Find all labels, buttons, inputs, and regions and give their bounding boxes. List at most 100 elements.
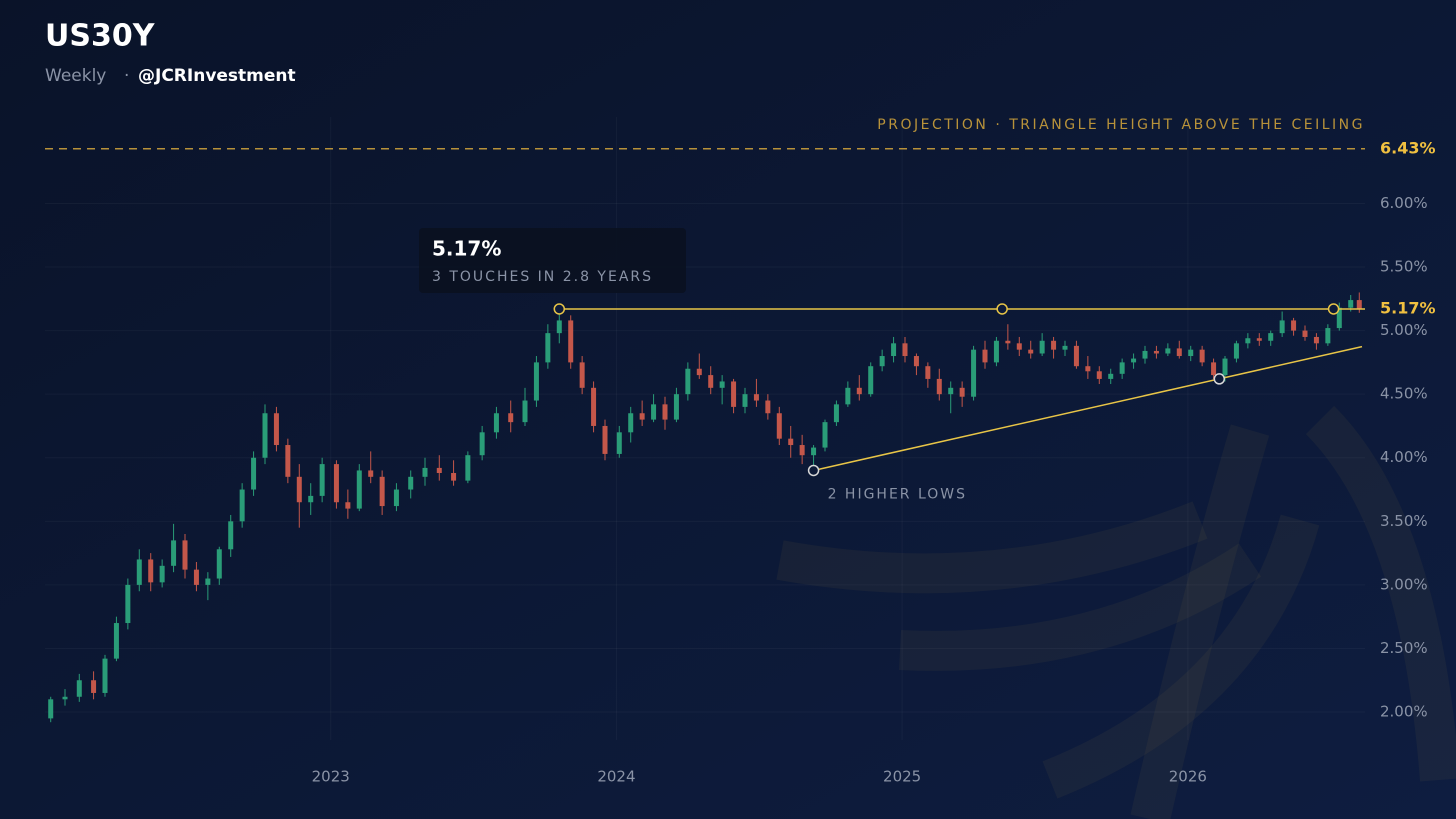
candle-body <box>833 404 839 423</box>
candle-body <box>193 569 199 585</box>
candle-body <box>522 400 528 423</box>
candle-body <box>731 381 737 407</box>
plot <box>48 292 1362 723</box>
candle-body <box>971 349 977 397</box>
candle-body <box>436 467 442 473</box>
candle-body <box>102 658 108 693</box>
candle-body <box>308 495 314 503</box>
candle-body <box>993 340 999 363</box>
candle-body <box>91 680 97 693</box>
projection-text: PROJECTION · TRIANGLE HEIGHT ABOVE THE C… <box>877 117 1365 133</box>
candle-body <box>48 699 54 719</box>
candle-body <box>948 387 954 395</box>
candle-body <box>1176 348 1182 357</box>
candle-body <box>76 680 82 697</box>
candle-body <box>1279 320 1285 334</box>
y-tick-label: 5.00% <box>1380 321 1428 339</box>
candle-body <box>1005 340 1011 344</box>
candle-body <box>479 432 485 456</box>
candle-body <box>1325 328 1331 344</box>
candle-body <box>171 540 177 566</box>
candle-body <box>345 502 351 509</box>
candle-body <box>856 387 862 395</box>
candle-body <box>1211 362 1217 376</box>
ceiling-value-label: 5.17% <box>1380 298 1436 317</box>
candle-body <box>356 470 362 509</box>
grid <box>45 117 1365 740</box>
candle-body <box>1268 333 1274 341</box>
candle-body <box>602 425 608 454</box>
author: @JCRInvestment <box>138 66 296 86</box>
candle-body <box>379 476 385 507</box>
candle-body <box>113 623 119 659</box>
candle-body <box>822 422 828 448</box>
candle-body <box>591 387 597 426</box>
candle-body <box>936 378 942 395</box>
candle-body <box>1096 371 1102 379</box>
candle-body <box>685 368 691 395</box>
candle-body <box>262 413 268 458</box>
candle-body <box>1131 358 1137 363</box>
y-tick-label: 4.50% <box>1380 385 1428 403</box>
candle-body <box>1073 345 1079 367</box>
candle-body <box>845 387 851 405</box>
y-tick-label: 3.50% <box>1380 512 1428 530</box>
candle-body <box>776 413 782 439</box>
ceiling-touch <box>553 303 566 315</box>
candle-body <box>651 404 657 420</box>
candle-body <box>719 381 725 388</box>
candle-body <box>408 476 414 490</box>
candle-body <box>925 366 931 379</box>
candle-body <box>913 356 919 367</box>
candle-body <box>1039 340 1045 354</box>
candle-body <box>1051 340 1057 350</box>
candle-body <box>182 540 188 570</box>
candle-body <box>451 473 457 481</box>
candle-body <box>1348 300 1354 308</box>
candle-body <box>239 489 245 522</box>
y-tick-label: 6.00% <box>1380 194 1428 212</box>
ceiling-touch <box>996 303 1008 315</box>
x-tick-label: 2024 <box>597 768 635 786</box>
candle-body <box>708 375 714 388</box>
candle-body <box>62 696 68 700</box>
candle-body <box>1016 343 1022 350</box>
candle-body <box>422 467 428 477</box>
y-tick-label: 5.50% <box>1380 258 1428 276</box>
candle-body <box>579 362 585 388</box>
x-tick-label: 2023 <box>312 768 350 786</box>
tooltip-value: 5.17% <box>432 237 501 261</box>
candle-body <box>753 394 759 401</box>
candle-body <box>879 356 885 367</box>
candle-body <box>799 445 805 456</box>
candle-body <box>673 394 679 420</box>
y-tick-label: 3.00% <box>1380 575 1428 593</box>
candle-body <box>662 404 668 420</box>
y-tick-label: 2.50% <box>1380 639 1428 657</box>
candle-body <box>1356 300 1362 309</box>
candle-body <box>959 387 965 397</box>
candle-body <box>1313 336 1319 344</box>
tooltip-box <box>419 228 686 293</box>
candle-body <box>148 559 154 583</box>
candle-body <box>319 464 325 496</box>
candle-body <box>205 578 211 585</box>
candle-body <box>368 470 374 477</box>
y-tick-label: 4.00% <box>1380 448 1428 466</box>
chart-title: US30Y <box>45 19 156 54</box>
candle-body <box>465 455 471 481</box>
candle-body <box>696 368 702 376</box>
ceiling-touch <box>1327 303 1340 315</box>
candle-body <box>1256 338 1262 341</box>
candle-body <box>273 413 279 446</box>
watermark <box>776 405 1456 819</box>
candle-body <box>1062 345 1068 350</box>
candle-body <box>1153 350 1159 354</box>
candle-body <box>1142 350 1148 359</box>
candle-body <box>136 559 142 585</box>
trendline <box>813 345 1363 472</box>
candle-body <box>982 349 988 363</box>
candle-body <box>788 438 794 446</box>
candle-body <box>1085 366 1091 372</box>
